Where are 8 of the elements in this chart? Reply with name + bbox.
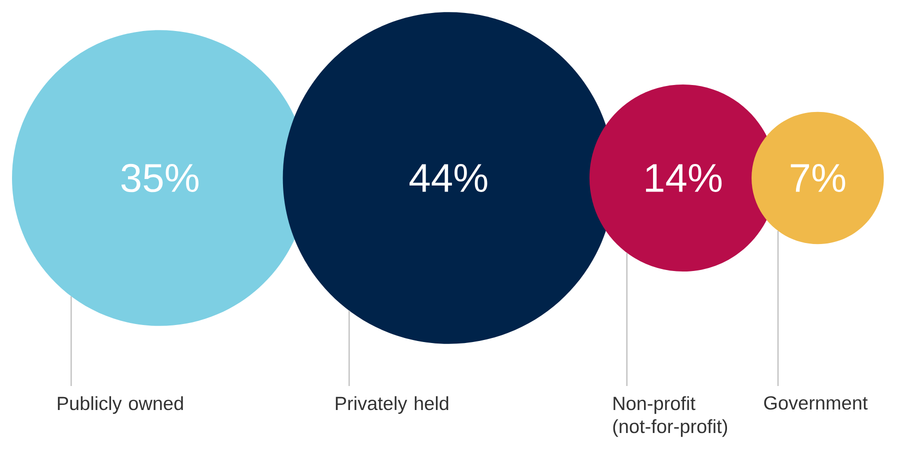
category-label: Publicly owned [58,396,183,414]
data-label: 14% [646,164,722,192]
data-label: 35% [121,164,198,192]
category-label: Government [764,396,868,410]
data-label: 7% [790,164,846,192]
category-label: Non-profit (not-for-profit) [613,396,728,437]
data-label: 44% [410,164,488,192]
category-label: Privately held [336,396,448,414]
